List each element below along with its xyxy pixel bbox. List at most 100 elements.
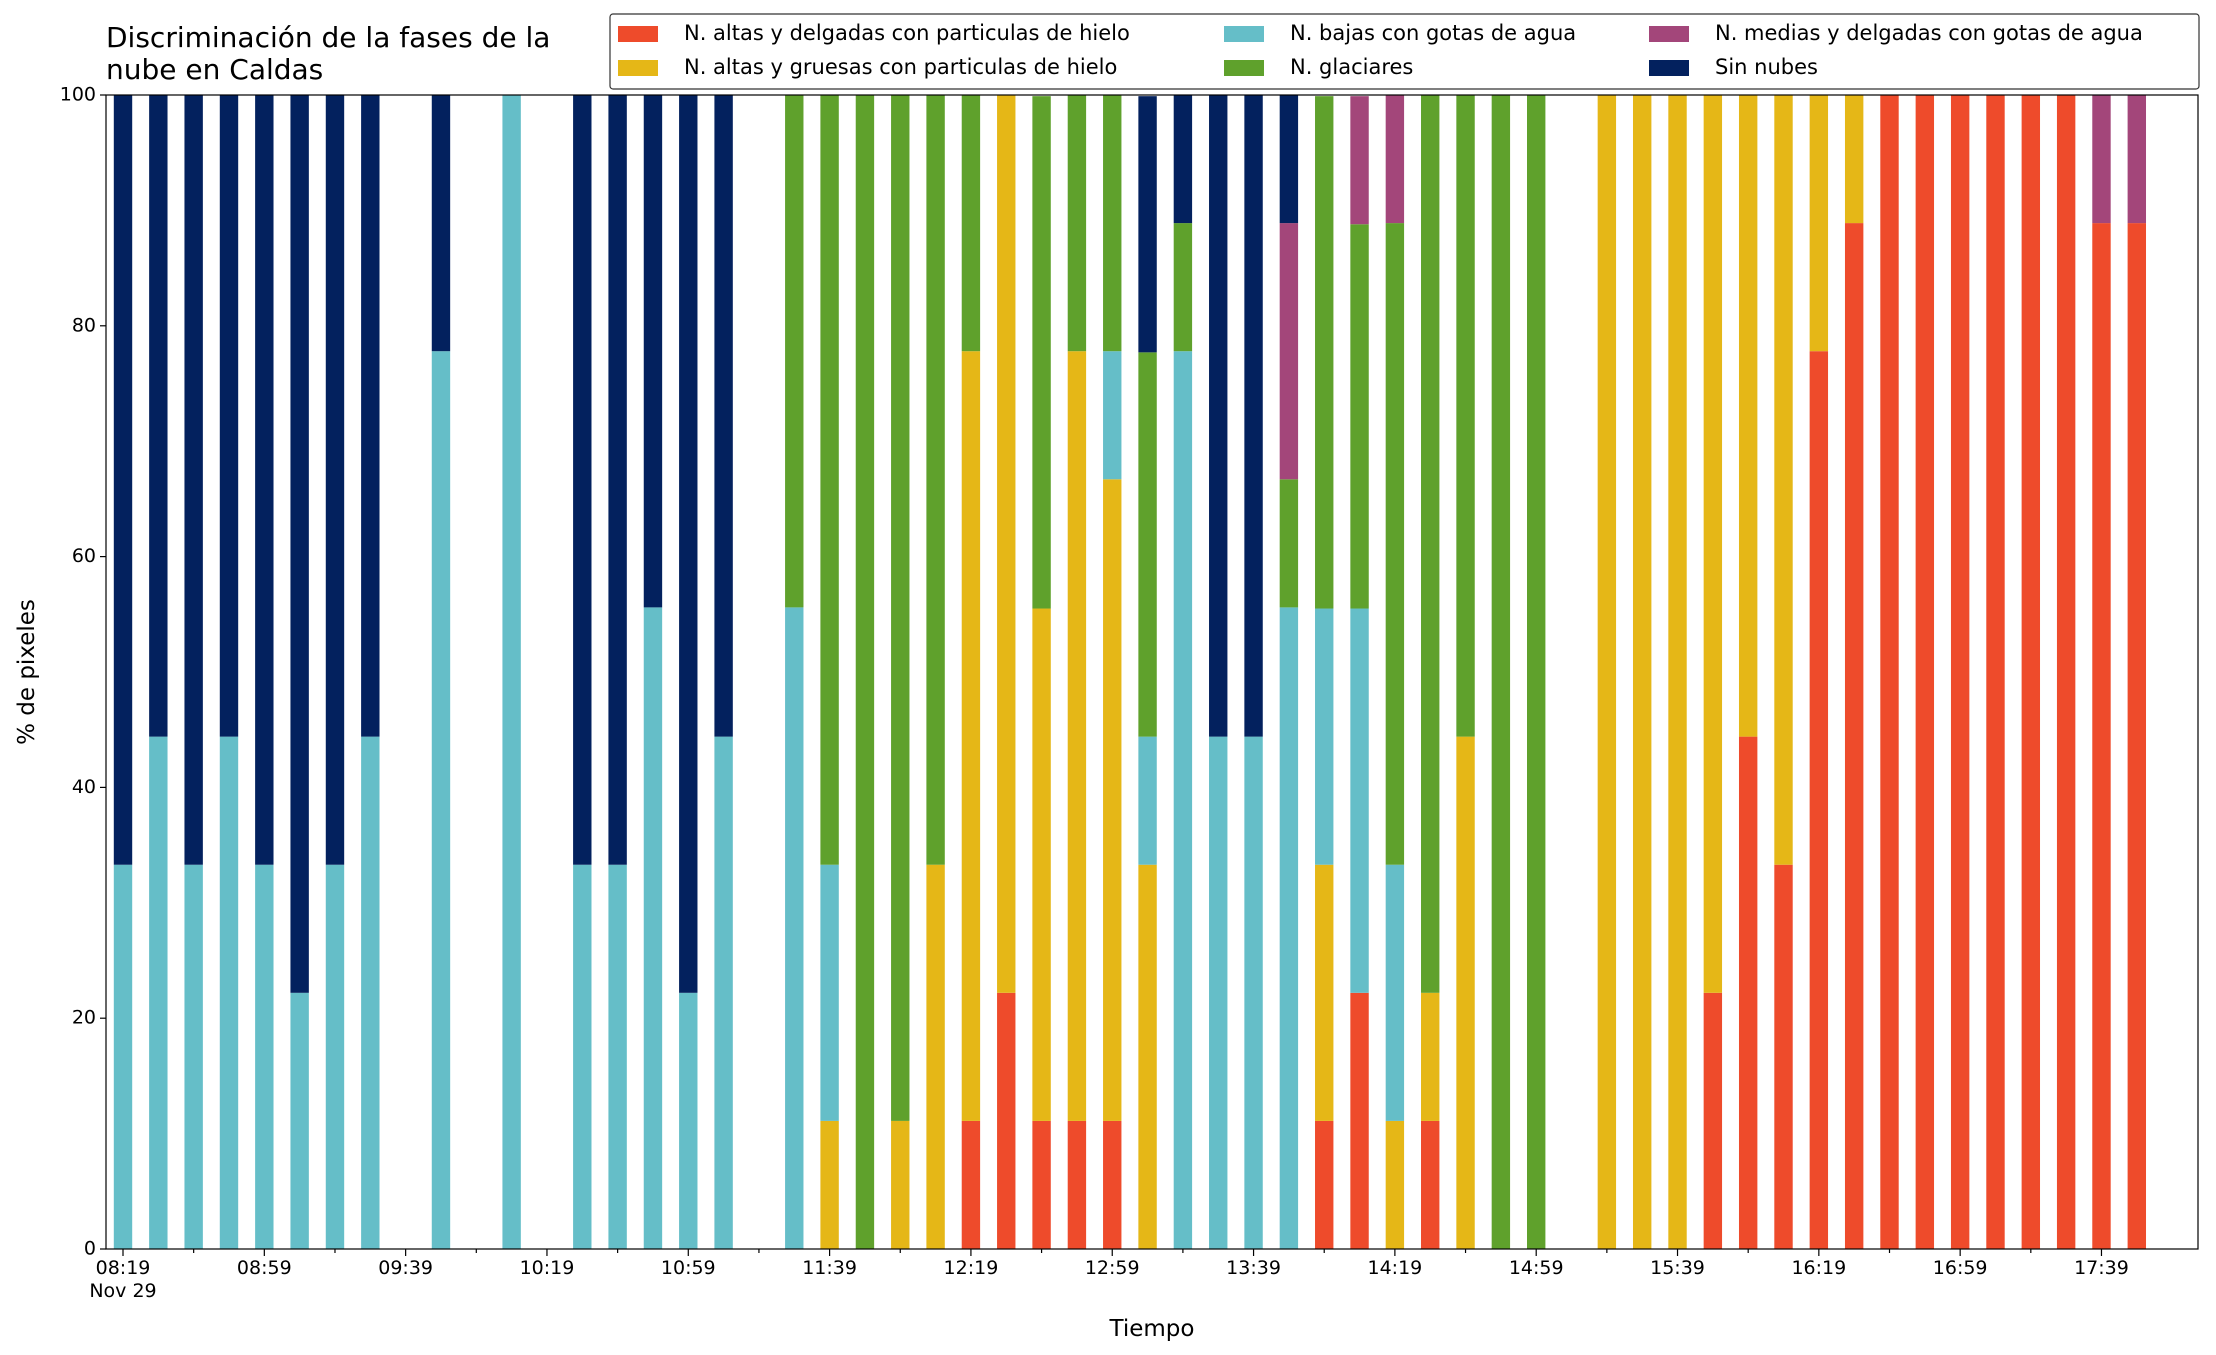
bar-segment [325,864,345,1249]
bar-segment [1350,992,1369,1249]
bar-segment [219,736,239,1249]
bar-segment [1774,864,1793,1249]
x-axis-label: Tiempo [1109,1316,1195,1342]
bar-segment [573,95,592,865]
bar-segment [1315,1120,1334,1249]
bar-segment [714,95,733,737]
bar-segment [1421,95,1440,993]
legend-swatch [618,60,658,76]
x-tick-label: 14:59 [1509,1257,1564,1279]
bar-segment [785,95,804,608]
bar-segment [1209,736,1228,1249]
bar-segment [1774,95,1793,865]
bar-segment [1032,1120,1051,1249]
bar-segment [1067,1120,1087,1249]
bar-segment [1738,95,1758,737]
x-tick-label: 15:39 [1650,1257,1705,1279]
bar-segment [431,95,451,352]
y-tick-label: 0 [84,1238,96,1260]
bar-segment [1597,95,1617,1249]
bar-segment [1279,223,1299,480]
bar-segment [891,95,910,1121]
bar-segment [1456,95,1475,737]
legend-swatch [618,26,658,42]
x-tick-label: 13:39 [1226,1257,1281,1279]
bar-segment [431,351,451,1249]
bar-segment [1809,351,1829,1249]
bar-segment [502,95,521,1249]
bar-segment [1315,608,1334,865]
bar-segment [1067,351,1087,1121]
legend-label: Sin nubes [1715,55,1818,79]
legend-label: N. bajas con gotas de agua [1290,21,1576,45]
bar-segment [290,992,309,1249]
bar-segment [1385,1120,1405,1249]
bar-segment [1385,864,1405,1121]
bar-segment [1703,992,1723,1249]
bar-segment [961,95,981,352]
bar-segment [1173,351,1193,1249]
bar-segment [1421,992,1440,1121]
chart-title: Discriminación de la fases de la nube en… [106,21,551,86]
bar-segment [573,864,592,1249]
bar-segment [820,864,839,1121]
legend-label: N. medias y delgadas con gotas de agua [1715,21,2143,45]
bar-segment [1880,95,1899,1249]
bar-segment [1279,607,1299,1249]
legend-swatch [1649,26,1689,42]
legend-swatch [1224,60,1264,76]
legend-label: N. altas y delgadas con particulas de hi… [684,21,1130,45]
bar-segment [997,992,1016,1249]
bar-segment [113,95,133,865]
bar-segment [2092,95,2111,224]
x-tick-label: 08:19 [96,1257,151,1279]
legend-label: N. glaciares [1290,55,1413,79]
bar-segment [1738,736,1758,1249]
y-axis-label: % de pixeles [14,599,40,745]
bar-segment [1032,96,1051,609]
x-tick-label: 08:59 [237,1257,292,1279]
bar-segment [184,95,203,865]
y-tick-label: 40 [72,776,96,798]
bar-segment [679,992,698,1249]
bar-segment [926,95,945,865]
bar-segment [1138,352,1157,737]
legend-swatch [1224,26,1264,42]
bar-segment [1138,864,1157,1249]
x-tick-label: 16:19 [1791,1257,1846,1279]
bar-segment [1138,96,1157,353]
bar-segment [820,95,839,865]
bar-segment [1632,95,1652,1249]
x-tick-label: 12:19 [944,1257,999,1279]
bar-segment [255,95,274,865]
bar-segment [290,95,309,993]
x-tick-label: 10:19 [520,1257,575,1279]
legend-swatch [1649,60,1689,76]
y-tick-label: 60 [72,545,96,567]
x-tick-label: 16:59 [1933,1257,1988,1279]
bar-segment [1103,95,1122,352]
bar-segment [608,864,627,1249]
bar-segment [926,864,945,1249]
x-tick-label: 12:59 [1085,1257,1140,1279]
bar-segment [184,864,203,1249]
legend-box [609,13,2200,90]
bar-segment [1844,223,1864,1249]
bar-segment [2056,95,2076,1249]
bar-segment [1456,736,1475,1249]
bar-segment [643,607,663,1249]
bar-segment [1173,223,1193,352]
bar-segment [1668,95,1687,1249]
bar-segment [1244,95,1263,737]
bar-segment [2127,223,2147,1249]
bar-segment [820,1120,839,1249]
bar-segment [255,864,274,1249]
bar-segment [1915,95,1935,1249]
bar-segment [1138,736,1157,865]
bar-segment [1279,479,1299,608]
bar-segment [219,95,239,737]
y-tick-label: 20 [72,1007,96,1029]
bar-segment [1385,95,1405,224]
